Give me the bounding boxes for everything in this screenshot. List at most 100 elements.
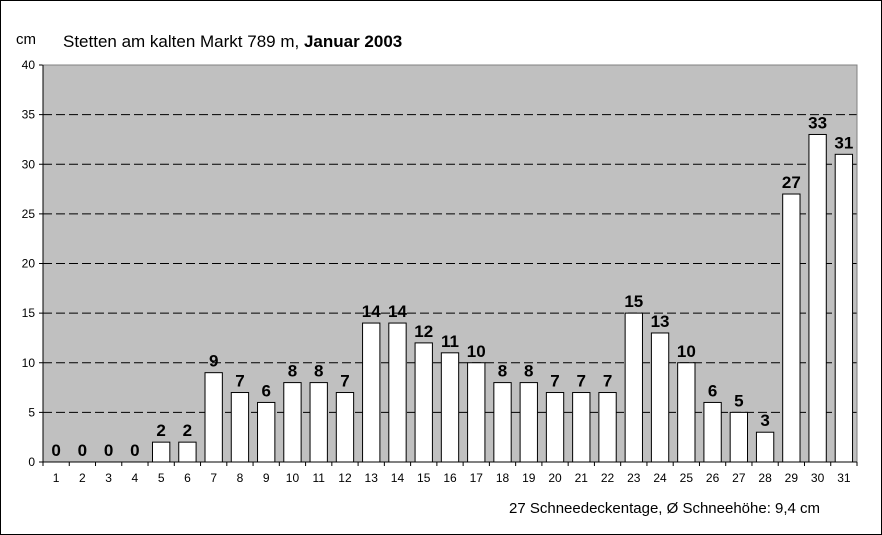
- bar-day-21: [572, 392, 591, 463]
- data-label-day-1: 0: [51, 441, 60, 460]
- chart-title-location: Stetten am kalten Markt 789 m,: [63, 32, 304, 51]
- bar-day-20: [545, 392, 565, 463]
- y-tick-label: 40: [22, 58, 36, 72]
- bar-day-5: [151, 441, 171, 463]
- data-label-day-12: 7: [340, 372, 349, 391]
- bar-day-18: [493, 382, 512, 463]
- x-tick-label: 10: [286, 471, 300, 485]
- x-tick-label: 14: [391, 471, 405, 485]
- y-tick-label: 5: [28, 405, 35, 419]
- data-label-day-2: 0: [78, 441, 87, 460]
- x-tick-label: 23: [627, 471, 641, 485]
- x-tick-label: 12: [338, 471, 352, 485]
- x-tick-label: 15: [417, 471, 431, 485]
- x-tick-label: 4: [132, 471, 139, 485]
- bar-day-26: [703, 401, 722, 463]
- bar-day-13: [362, 322, 381, 463]
- x-tick-label: 18: [496, 471, 510, 485]
- bar-day-23: [624, 312, 643, 463]
- bar-day-7: [204, 372, 223, 463]
- data-label-day-17: 10: [467, 342, 486, 361]
- x-tick-label: 28: [758, 471, 772, 485]
- x-tick-label: 31: [837, 471, 851, 485]
- data-label-day-25: 10: [677, 342, 696, 361]
- bar-day-15: [414, 342, 433, 463]
- x-tick-label: 19: [522, 471, 536, 485]
- data-label-day-4: 0: [130, 441, 139, 460]
- y-tick-label: 35: [22, 108, 36, 122]
- x-tick-label: 24: [653, 471, 667, 485]
- bar-day-31: [834, 153, 854, 463]
- x-tick-label: 7: [210, 471, 217, 485]
- x-tick-label: 29: [785, 471, 799, 485]
- y-tick-label: 0: [28, 455, 35, 469]
- data-label-day-20: 7: [550, 372, 559, 391]
- data-label-day-21: 7: [577, 372, 586, 391]
- data-label-day-27: 5: [734, 391, 743, 410]
- chart-title: Stetten am kalten Markt 789 m, Januar 20…: [63, 32, 402, 52]
- y-tick-label: 15: [22, 306, 36, 320]
- bar-day-12: [335, 392, 355, 463]
- data-label-day-8: 7: [235, 372, 244, 391]
- data-label-day-5: 2: [156, 421, 165, 440]
- y-axis-unit: cm: [16, 31, 36, 48]
- y-tick-label: 20: [22, 257, 36, 271]
- x-tick-label: 3: [105, 471, 112, 485]
- x-tick-label: 22: [601, 471, 615, 485]
- chart-footer-summary: 27 Schneedeckentage, Ø Schneehöhe: 9,4 c…: [509, 500, 821, 517]
- bar-day-8: [230, 392, 250, 463]
- data-label-day-9: 6: [261, 381, 270, 400]
- x-tick-label: 26: [706, 471, 720, 485]
- bar-day-30: [808, 133, 827, 463]
- bar-day-6: [178, 441, 197, 463]
- data-label-day-19: 8: [524, 362, 533, 381]
- data-label-day-30: 33: [808, 113, 827, 132]
- bar-day-16: [440, 352, 460, 463]
- x-tick-label: 8: [237, 471, 244, 485]
- bar-day-14: [388, 322, 407, 463]
- x-tick-label: 20: [548, 471, 562, 485]
- bar-day-28: [755, 431, 775, 463]
- y-tick-label: 25: [22, 207, 36, 221]
- data-label-day-3: 0: [104, 441, 113, 460]
- data-label-day-23: 15: [624, 292, 643, 311]
- x-tick-label: 16: [443, 471, 457, 485]
- data-label-day-6: 2: [183, 421, 192, 440]
- data-label-day-18: 8: [498, 362, 507, 381]
- bar-day-22: [598, 392, 617, 463]
- x-tick-label: 6: [184, 471, 191, 485]
- bar-day-29: [782, 193, 801, 463]
- data-label-day-28: 3: [760, 411, 769, 430]
- x-tick-label: 25: [680, 471, 694, 485]
- x-tick-label: 27: [732, 471, 746, 485]
- x-tick-label: 5: [158, 471, 165, 485]
- data-label-day-15: 12: [414, 322, 433, 341]
- x-tick-label: 9: [263, 471, 270, 485]
- y-tick-label: 30: [22, 157, 36, 171]
- x-tick-label: 17: [470, 471, 484, 485]
- data-label-day-26: 6: [708, 381, 717, 400]
- x-tick-label: 11: [312, 471, 325, 485]
- bar-day-19: [519, 382, 538, 463]
- data-label-day-13: 14: [362, 302, 381, 321]
- bar-day-10: [283, 382, 302, 463]
- data-label-day-16: 11: [441, 332, 459, 351]
- y-tick-label: 10: [22, 356, 36, 370]
- bar-day-27: [729, 411, 749, 463]
- data-label-day-22: 7: [603, 372, 612, 391]
- x-tick-label: 30: [811, 471, 825, 485]
- bar-day-9: [257, 401, 276, 463]
- data-label-day-24: 13: [651, 312, 670, 331]
- data-label-day-10: 8: [288, 362, 297, 381]
- chart-title-period: Januar 2003: [303, 32, 403, 51]
- data-label-day-31: 31: [834, 133, 853, 152]
- data-label-day-29: 27: [782, 173, 801, 192]
- x-tick-label: 21: [575, 471, 589, 485]
- bar-day-25: [677, 362, 696, 463]
- x-tick-label: 13: [365, 471, 379, 485]
- data-label-day-14: 14: [388, 302, 407, 321]
- bar-day-11: [309, 382, 328, 463]
- bar-day-17: [467, 362, 486, 463]
